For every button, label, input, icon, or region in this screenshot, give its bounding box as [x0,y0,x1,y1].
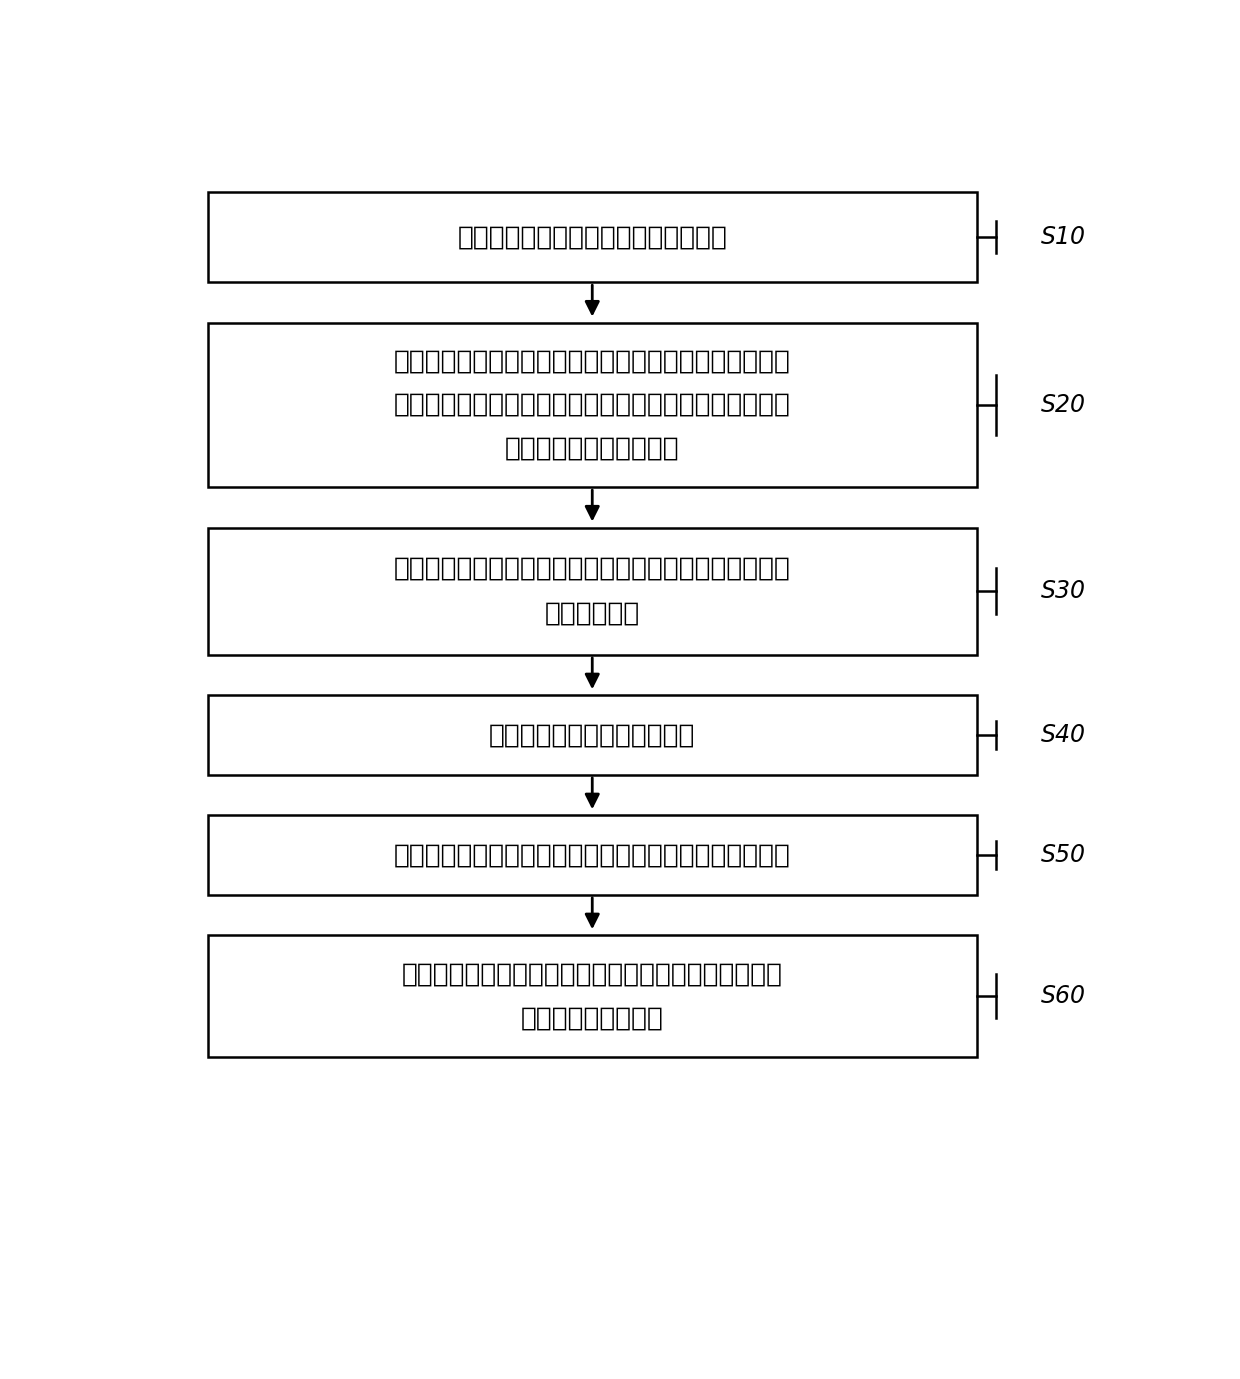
Text: 向井下控制管线内注入堆漏剂: 向井下控制管线内注入堆漏剂 [489,723,696,749]
Bar [208,935,977,1058]
Text: 分级增加井下控制管线内的压力，直至达到最终测试压: 分级增加井下控制管线内的压力，直至达到最终测试压 [402,961,782,987]
Text: S10: S10 [1040,225,1086,250]
Text: 对井下控制管线泄压，并根据回流的工作介质的体积计算: 对井下控制管线泄压，并根据回流的工作介质的体积计算 [394,556,791,582]
Bar [208,192,977,283]
Text: 泄漏点的深度: 泄漏点的深度 [544,601,640,627]
Bar [208,695,977,775]
Bar [208,528,977,655]
Bar [208,323,977,487]
Text: S20: S20 [1040,393,1086,416]
Bar [208,815,977,895]
Text: 制管线内注入至少两倍于井下控制管线容积的工作介质，: 制管线内注入至少两倍于井下控制管线容积的工作介质， [394,392,791,418]
Text: S50: S50 [1040,843,1086,867]
Text: 力，以检测封堆效果: 力，以检测封堆效果 [521,1005,663,1031]
Text: 记录油管压力和油井套管内的套管压力: 记录油管压力和油井套管内的套管压力 [458,225,727,250]
Text: S40: S40 [1040,723,1086,747]
Text: S30: S30 [1040,579,1086,603]
Text: S60: S60 [1040,985,1086,1008]
Text: 向井下控制管线内注入工作介质将堆漏剂推动至泄漏点处: 向井下控制管线内注入工作介质将堆漏剂推动至泄漏点处 [394,843,791,869]
Text: 测定工作介质的泄露速度: 测定工作介质的泄露速度 [505,436,680,461]
Text: 确定井上控制管线正常，随后以高于套管压力的压力向控: 确定井上控制管线正常，随后以高于套管压力的压力向控 [394,349,791,375]
